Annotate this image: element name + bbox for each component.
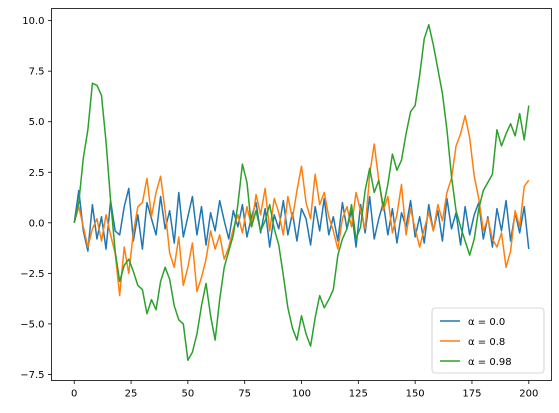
series-line-1 (73, 187, 530, 252)
y-tick-label: 5.0 (29, 117, 45, 128)
x-tick-label: 25 (125, 389, 138, 400)
x-tick-label: 150 (406, 389, 425, 400)
legend-label-1: α = 0.0 (468, 317, 505, 328)
x-tick-label: 0 (71, 389, 77, 400)
y-tick-label: 7.5 (29, 67, 45, 78)
series-line-3 (73, 23, 530, 362)
y-tick-label: 0.0 (29, 218, 45, 229)
y-tick-label: −5.0 (20, 319, 44, 330)
y-tick-label: −2.5 (20, 269, 44, 280)
y-tick-label: −7.5 (20, 370, 44, 381)
legend-box (431, 307, 545, 374)
series-lines (73, 23, 530, 362)
x-tick-label: 100 (292, 389, 311, 400)
x-tick-label: 175 (462, 389, 481, 400)
y-tick-label: 10.0 (22, 16, 44, 27)
x-tick-label: 75 (238, 389, 251, 400)
legend: α = 0.0 α = 0.8 α = 0.98 (431, 307, 545, 374)
legend-label-3: α = 0.98 (468, 357, 512, 368)
legend-label-2: α = 0.8 (468, 337, 505, 348)
x-tick-label: 125 (349, 389, 368, 400)
x-axis: 0 25 50 75 100 125 150 175 200 (71, 380, 538, 400)
series-line-2 (73, 114, 530, 297)
x-tick-label: 50 (181, 389, 194, 400)
y-tick-label: 2.5 (29, 168, 45, 179)
x-tick-label: 200 (519, 389, 538, 400)
y-axis: −7.5 −5.0 −2.5 0.0 2.5 5.0 7.5 10.0 (20, 16, 52, 381)
